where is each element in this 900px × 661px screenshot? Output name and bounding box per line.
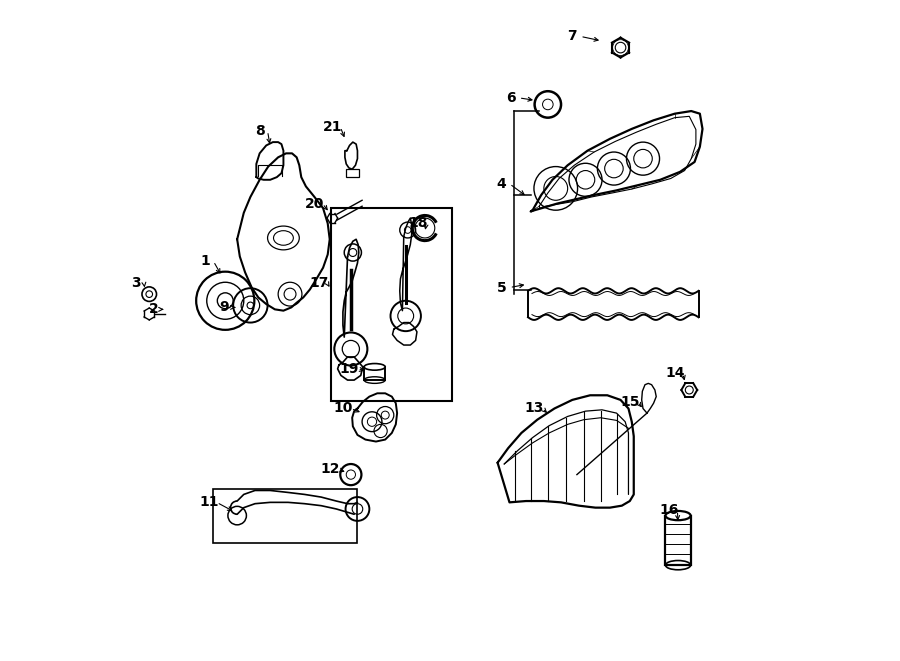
Text: 6: 6 (506, 91, 516, 105)
Bar (331, 208, 452, 401)
Text: 16: 16 (660, 503, 680, 518)
Text: 21: 21 (322, 120, 342, 134)
Text: 17: 17 (310, 276, 328, 290)
Text: 5: 5 (497, 280, 507, 295)
Text: 11: 11 (199, 495, 219, 510)
Text: 12: 12 (320, 462, 339, 477)
Text: 2: 2 (149, 302, 158, 317)
Bar (213, 489, 357, 543)
Text: 4: 4 (497, 176, 507, 191)
Bar (665, 516, 690, 565)
Text: 9: 9 (219, 300, 229, 315)
Text: 3: 3 (131, 276, 140, 290)
Text: 13: 13 (525, 401, 544, 416)
Text: 8: 8 (255, 124, 265, 138)
Text: 18: 18 (409, 216, 428, 231)
Bar (364, 367, 385, 380)
Ellipse shape (665, 511, 690, 520)
Text: 19: 19 (340, 362, 359, 376)
Text: 20: 20 (305, 196, 324, 211)
Bar (346, 169, 359, 177)
Text: 7: 7 (568, 29, 577, 44)
Ellipse shape (364, 364, 385, 370)
Text: 10: 10 (333, 401, 353, 416)
Text: 1: 1 (201, 254, 211, 268)
Text: 14: 14 (665, 366, 685, 381)
Text: 15: 15 (620, 395, 640, 409)
